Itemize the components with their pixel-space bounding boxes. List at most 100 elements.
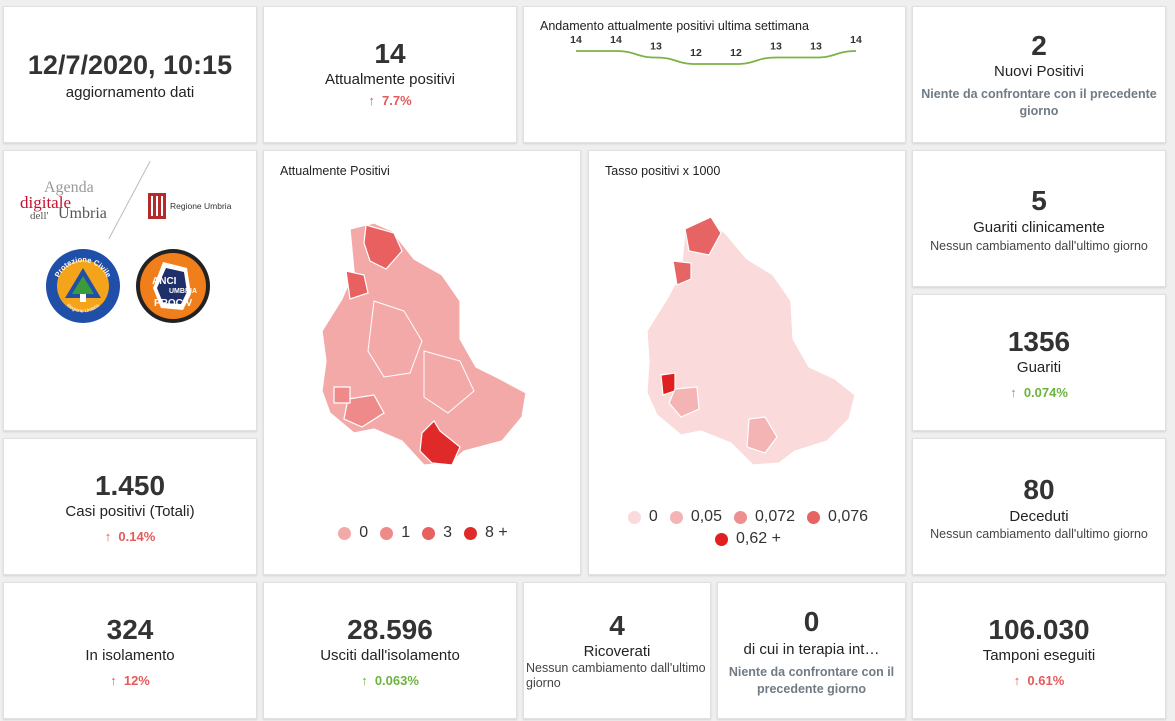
trend-data-label: 14 [850, 34, 862, 46]
map-tasso-legend-item: 0,62 + [715, 530, 781, 548]
map-positivi-legend-label: 1 [401, 524, 411, 541]
map-tasso-legend-item: 0,072 [733, 508, 795, 526]
legend-dot-icon [422, 526, 436, 540]
trend-data-label: 13 [810, 41, 822, 53]
legend-dot-icon [380, 526, 394, 540]
arrow-up-icon: ↑ [110, 673, 117, 688]
arrow-up-icon: ↑ [1013, 673, 1021, 688]
terapia-value: 0 [803, 606, 820, 637]
guariti-clinicamente-value: 5 [1031, 185, 1047, 216]
trend-data-label: 12 [690, 47, 702, 59]
usciti-change: ↑ 0.063% [361, 673, 419, 688]
map-positivi-legend-item: 3 [422, 524, 452, 542]
casi-totali-value: 1.450 [94, 470, 166, 501]
ricoverati-value: 4 [609, 610, 625, 641]
map-positivi-legend-label: 0 [359, 524, 369, 541]
trend-series-line [575, 50, 857, 65]
casi-totali-card[interactable]: 1.450 Casi positivi (Totali) ↑ 0.14% [3, 438, 257, 575]
nuovi-positivi-note: Niente da confrontare con il precedente … [921, 87, 1157, 118]
attualmente-positivi-card[interactable]: 14 Attualmente positivi ↑ 7.7% [263, 6, 517, 143]
terapia-note: Niente da confrontare con il precedente … [728, 665, 895, 696]
map-positivi-legend: 0 1 3 8 + [264, 524, 580, 542]
legend-dot-icon [627, 510, 641, 524]
guariti-clinicamente-label: Guariti clinicamente [973, 219, 1105, 236]
guariti-clinicamente-note: Nessun cambiamento dall'ultimo giorno [930, 239, 1148, 253]
map-tasso-legend-item: 0 [627, 508, 658, 526]
guariti-clinicamente-card[interactable]: 5 Guariti clinicamente Nessun cambiament… [912, 150, 1166, 287]
map-tasso-card[interactable]: Tasso positivi x 1000 0 0,05 0,072 0,076 0,6… [588, 150, 906, 575]
map-tasso-legend-label: 0,62 + [736, 530, 781, 547]
protezione-civile-logo: Protezione Civile Regione Umbria [46, 249, 120, 323]
legend-dot-icon [338, 526, 352, 540]
usciti-value: 28.596 [347, 614, 433, 645]
agenda-digitale-logo: Agenda digitale dell' Umbria [20, 179, 107, 222]
trend-card[interactable]: Andamento attualmente positivi ultima se… [523, 6, 906, 143]
trend-title: Andamento attualmente positivi ultima se… [540, 19, 809, 33]
map-tasso-legend-item: 0,076 [807, 508, 868, 526]
regione-umbria-emblem-icon [148, 193, 166, 219]
deceduti-label: Deceduti [1009, 508, 1069, 525]
ricoverati-card[interactable]: 4 Ricoverati Nessun cambiamento dall'ult… [523, 582, 711, 719]
guariti-value: 1356 [1007, 326, 1071, 357]
umbria-map-positivi[interactable] [264, 151, 581, 575]
ricoverati-note: Nessun cambiamento dall'ultimo giorno [526, 661, 706, 690]
svg-text:Regione Umbria: Regione Umbria [65, 303, 101, 315]
usciti-label: Usciti dall'isolamento [320, 647, 460, 664]
map-positivi-legend-label: 3 [443, 524, 453, 541]
trend-data-label: 14 [570, 34, 582, 46]
svg-text:PROCIV: PROCIV [154, 298, 193, 309]
legend-dot-icon [669, 510, 683, 524]
anci-umbria-prociv-logo: ANCI UMBRIA PROCIV [136, 249, 210, 323]
deceduti-card[interactable]: 80 Deceduti Nessun cambiamento dall'ulti… [912, 438, 1166, 575]
map-tasso-legend-item: 0,05 [669, 508, 722, 526]
legend-dot-icon [464, 526, 478, 540]
attualmente-positivi-value: 14 [374, 38, 406, 69]
tamponi-card[interactable]: 106.030 Tamponi eseguiti ↑ 0.61% [912, 582, 1166, 719]
map-tasso-legend: 0 0,05 0,072 0,076 0,62 + [609, 508, 887, 548]
isolamento-card[interactable]: 324 In isolamento ↑ 12% [3, 582, 257, 719]
terapia-card[interactable]: 0 di cui in terapia int… Niente da confr… [717, 582, 906, 719]
map-tasso-legend-label: 0 [648, 508, 658, 525]
attualmente-positivi-change: ↑ 7.7% [368, 93, 412, 108]
guariti-change: ↑ 0.074% [1010, 385, 1068, 400]
nuovi-positivi-label: Nuovi Positivi [993, 63, 1085, 80]
terapia-label: di cui in terapia int… [743, 641, 880, 658]
guariti-card[interactable]: 1356 Guariti ↑ 0.074% [912, 294, 1166, 431]
isolamento-change: ↑ 12% [110, 673, 150, 688]
casi-totali-label: Casi positivi (Totali) [65, 503, 195, 520]
usciti-card[interactable]: 28.596 Usciti dall'isolamento ↑ 0.063% [263, 582, 517, 719]
map-tasso-legend-label: 0,076 [828, 508, 869, 525]
svg-text:UMBRIA: UMBRIA [169, 288, 197, 295]
arrow-up-icon: ↑ [104, 529, 112, 544]
tamponi-label: Tamponi eseguiti [982, 647, 1096, 664]
update-datetime: 12/7/2020, 10:15 [27, 50, 233, 80]
nuovi-positivi-card[interactable]: 2 Nuovi Positivi Niente da confrontare c… [912, 6, 1166, 143]
casi-totali-change: ↑ 0.14% [104, 529, 156, 544]
nuovi-positivi-value: 2 [1031, 30, 1047, 61]
deceduti-note: Nessun cambiamento dall'ultimo giorno [930, 527, 1148, 541]
attualmente-positivi-label: Attualmente positivi [324, 71, 456, 88]
map-tasso-legend-label: 0,05 [690, 508, 722, 525]
ricoverati-label: Ricoverati [583, 643, 651, 660]
arrow-up-icon: ↑ [361, 673, 368, 688]
isolamento-label: In isolamento [85, 647, 175, 664]
legend-dot-icon [807, 510, 821, 524]
svg-text:ANCI: ANCI [152, 276, 177, 287]
guariti-label: Guariti [1016, 359, 1062, 376]
tamponi-value: 106.030 [988, 614, 1090, 645]
trend-data-label: 13 [770, 41, 782, 53]
trend-line-chart: 14 14 13 12 12 13 13 14 [570, 34, 862, 65]
deceduti-value: 80 [1023, 474, 1055, 505]
legend-dot-icon [715, 532, 729, 546]
map-positivi-card[interactable]: Attualmente Positivi 0 1 3 8 + [263, 150, 581, 575]
arrow-up-icon: ↑ [368, 93, 375, 108]
umbria-map-tasso[interactable] [589, 151, 906, 575]
legend-dot-icon [733, 510, 747, 524]
trend-data-label: 14 [610, 34, 622, 46]
regione-umbria-logo: Regione Umbria [148, 193, 231, 219]
isolamento-value: 324 [106, 614, 154, 645]
map-positivi-legend-item: 1 [380, 524, 410, 542]
update-label: aggiornamento dati [65, 84, 195, 101]
map-positivi-legend-label: 8 + [485, 524, 508, 541]
logos-card: Agenda digitale dell' Umbria Regione Umb… [3, 150, 257, 431]
